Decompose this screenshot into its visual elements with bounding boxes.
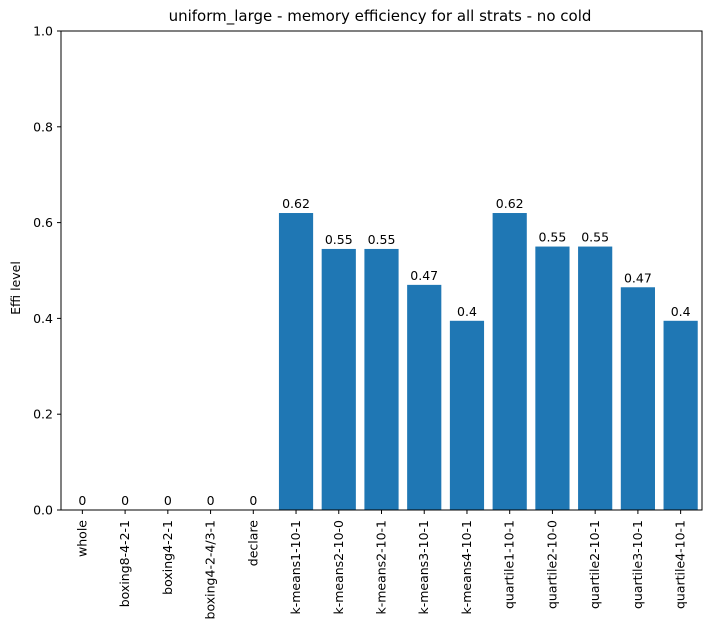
x-tick-label-boxing4-2-1: boxing4-2-1 [160,520,175,595]
y-tick-label: 0.4 [33,311,53,326]
bar-k-means2-10-0 [321,248,356,510]
data-label-quartile4-10-1: 0.4 [671,304,691,319]
data-label-boxing8-4-2-1: 0 [121,493,129,508]
data-label-quartile2-10-1: 0.55 [581,230,609,245]
data-label-k-means4-10-1: 0.4 [457,304,477,319]
data-label-quartile1-10-1: 0.62 [496,196,524,211]
data-label-k-means2-10-1: 0.55 [368,232,396,247]
x-tick-label-quartile3-10-1: quartile3-10-1 [630,520,645,609]
data-label-k-means2-10-0: 0.55 [325,232,353,247]
x-tick-label-k-means3-10-1: k-means3-10-1 [416,520,431,615]
y-tick-label: 0.2 [33,407,53,422]
x-tick-label-declare: declare [245,520,260,566]
data-label-k-means1-10-1: 0.62 [282,196,310,211]
x-tick-label-k-means1-10-1: k-means1-10-1 [288,520,303,615]
x-tick-label-quartile2-10-0: quartile2-10-0 [544,520,559,609]
x-tick-label-boxing8-4-2-1: boxing8-4-2-1 [117,520,132,607]
bar-k-means4-10-1 [449,320,485,510]
data-label-boxing4-2-4/3-1: 0 [207,493,215,508]
y-tick-label: 1.0 [33,24,53,39]
y-tick-label: 0.6 [33,215,53,230]
bar-quartile3-10-1 [620,287,655,510]
x-tick-label-k-means2-10-0: k-means2-10-0 [331,520,346,615]
data-label-quartile2-10-0: 0.55 [539,230,567,245]
x-tick-label-quartile4-10-1: quartile4-10-1 [673,520,688,609]
data-label-whole: 0 [78,493,86,508]
y-axis-label: Effi level [8,261,23,315]
bar-k-means2-10-1 [364,248,399,510]
x-tick-label-k-means4-10-1: k-means4-10-1 [459,520,474,615]
bar-quartile4-10-1 [663,320,698,510]
chart-title: uniform_large - memory efficiency for al… [169,7,592,26]
x-tick-label-boxing4-2-4/3-1: boxing4-2-4/3-1 [203,520,218,619]
plot-area-frame [60,30,703,511]
bar-quartile1-10-1 [492,213,527,510]
data-labels-layer: 0 0 0 0 0 0.62 0.55 0.55 0.47 0.4 0.62 0.55 0.55 0.47… [78,196,690,508]
data-label-declare: 0 [249,493,257,508]
y-axis-ticks: 0.0 0.2 0.4 0.6 0.8 1.0 [33,24,61,518]
x-axis-ticks: whole boxing8-4-2-1 boxing4-2-1 boxing4-2-4… [74,510,688,619]
data-label-boxing4-2-1: 0 [164,493,172,508]
x-tick-label-k-means2-10-1: k-means2-10-1 [374,520,389,615]
x-tick-label-whole: whole [74,520,89,557]
bar-quartile2-10-1 [578,246,613,511]
data-label-quartile3-10-1: 0.47 [624,270,652,285]
x-tick-label-quartile2-10-1: quartile2-10-1 [587,520,602,609]
bar-k-means1-10-1 [278,213,314,510]
y-tick-label: 0.8 [33,119,53,134]
bars-layer [278,213,698,511]
y-tick-label: 0.0 [33,503,53,518]
x-tick-label-quartile1-10-1: quartile1-10-1 [502,520,517,609]
bar-k-means3-10-1 [407,284,442,510]
bar-quartile2-10-0 [535,246,570,511]
data-label-k-means3-10-1: 0.47 [410,268,438,283]
